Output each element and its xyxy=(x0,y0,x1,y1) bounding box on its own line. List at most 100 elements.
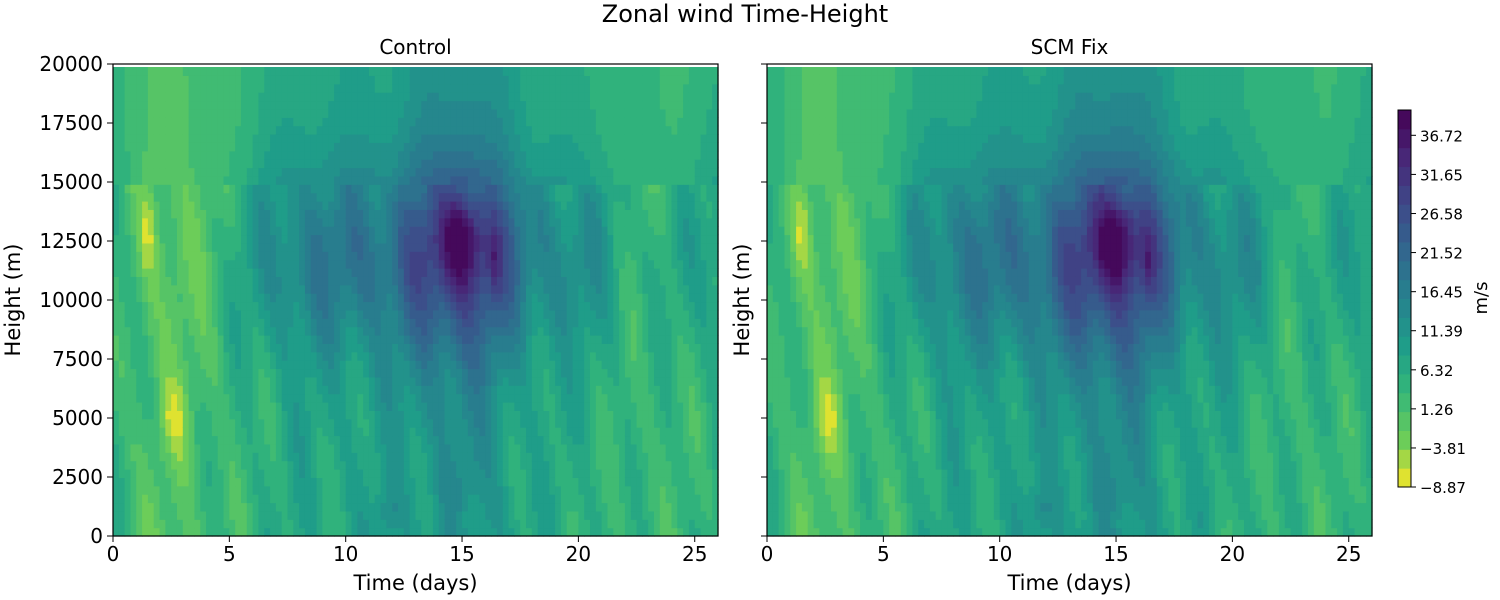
heatmap-cell xyxy=(270,159,277,169)
heatmap-cell xyxy=(432,385,440,395)
heatmap-cell xyxy=(246,351,254,361)
heatmap-cell xyxy=(409,251,417,261)
heatmap-cell xyxy=(409,293,417,303)
heatmap-cell xyxy=(258,268,265,277)
heatmap-cell xyxy=(450,469,457,478)
heatmap-cell xyxy=(403,242,411,252)
heatmap-cell xyxy=(363,435,370,445)
heatmap-cell xyxy=(176,477,184,487)
heatmap-cell xyxy=(595,259,603,269)
heatmap-cell xyxy=(240,452,248,462)
heatmap-cell xyxy=(444,301,452,311)
heatmap-cell xyxy=(275,284,283,294)
heatmap-cell xyxy=(113,67,120,76)
heatmap-cell xyxy=(386,184,393,194)
heatmap-cell xyxy=(613,201,620,210)
heatmap-cell xyxy=(473,217,481,227)
heatmap-cell xyxy=(299,435,306,445)
heatmap-cell xyxy=(270,519,277,529)
heatmap-cell xyxy=(624,460,632,470)
heatmap-cell xyxy=(386,326,393,336)
heatmap-cell xyxy=(380,435,388,445)
heatmap-cell xyxy=(287,75,294,85)
heatmap-cell xyxy=(450,150,457,160)
heatmap-cell xyxy=(584,527,591,537)
heatmap-cell xyxy=(304,527,312,537)
heatmap-cell xyxy=(508,100,515,110)
heatmap-cell xyxy=(153,159,161,169)
heatmap-cell xyxy=(153,293,161,303)
heatmap-cell xyxy=(130,209,137,219)
heatmap-cell xyxy=(421,251,428,261)
heatmap-cell xyxy=(357,125,364,135)
heatmap-cell xyxy=(526,184,533,194)
heatmap-cell xyxy=(607,351,614,361)
heatmap-cell xyxy=(607,460,614,470)
heatmap-cell xyxy=(363,343,370,353)
heatmap-cell xyxy=(398,527,405,537)
heatmap-cell xyxy=(531,402,539,411)
heatmap-cell xyxy=(514,83,521,93)
heatmap-cell xyxy=(211,242,219,252)
heatmap-cell xyxy=(293,376,300,386)
heatmap-cell xyxy=(211,326,219,336)
heatmap-cell xyxy=(147,175,155,185)
heatmap-cell xyxy=(328,92,335,102)
heatmap-cell xyxy=(491,360,498,370)
heatmap-cell xyxy=(450,92,457,102)
heatmap-cell xyxy=(502,410,510,420)
heatmap-cell xyxy=(176,393,184,403)
heatmap-cell xyxy=(258,376,265,386)
heatmap-cell xyxy=(176,209,184,219)
heatmap-cell xyxy=(607,519,614,529)
heatmap-cell xyxy=(374,301,382,311)
heatmap-cell xyxy=(543,159,550,169)
heatmap-cell xyxy=(113,376,120,386)
heatmap-cell xyxy=(124,201,132,210)
heatmap-cell xyxy=(590,125,597,135)
heatmap-cell xyxy=(339,435,347,445)
heatmap-cell xyxy=(304,125,312,135)
heatmap-cell xyxy=(432,108,440,118)
heatmap-cell xyxy=(229,134,236,143)
heatmap-cell xyxy=(444,242,452,252)
heatmap-cell xyxy=(211,142,219,152)
heatmap-cell xyxy=(130,452,137,462)
heatmap-cell xyxy=(217,385,225,395)
heatmap-cell xyxy=(601,460,609,470)
heatmap-cell xyxy=(398,477,405,487)
heatmap-cell xyxy=(584,485,591,495)
heatmap-cell xyxy=(427,251,434,261)
heatmap-cell xyxy=(479,402,486,411)
heatmap-cell xyxy=(502,192,510,202)
heatmap-cell xyxy=(467,201,475,210)
heatmap-cell xyxy=(246,201,254,210)
heatmap-cell xyxy=(380,469,388,478)
heatmap-cell xyxy=(345,184,353,194)
heatmap-cell xyxy=(246,309,254,319)
heatmap-cell xyxy=(566,510,574,520)
heatmap-cell xyxy=(415,284,422,294)
heatmap-cell xyxy=(159,67,166,76)
heatmap-cell xyxy=(403,494,411,504)
heatmap-cell xyxy=(264,510,271,520)
heatmap-cell xyxy=(473,343,481,353)
heatmap-cell xyxy=(607,368,614,378)
heatmap-cell xyxy=(171,268,178,277)
heatmap-cell xyxy=(159,309,166,319)
heatmap-cell xyxy=(287,385,294,395)
heatmap-cell xyxy=(386,293,393,303)
heatmap-cell xyxy=(252,318,260,328)
heatmap-cell xyxy=(206,343,213,353)
heatmap-cell xyxy=(339,318,347,328)
heatmap-cell xyxy=(444,494,452,504)
heatmap-cell xyxy=(555,226,562,236)
heatmap-cell xyxy=(601,360,609,370)
heatmap-cell xyxy=(206,251,213,261)
heatmap-cell xyxy=(206,201,213,210)
heatmap-cell xyxy=(217,242,225,252)
heatmap-cell xyxy=(566,159,574,169)
heatmap-cell xyxy=(462,142,469,152)
heatmap-cell xyxy=(374,469,382,478)
